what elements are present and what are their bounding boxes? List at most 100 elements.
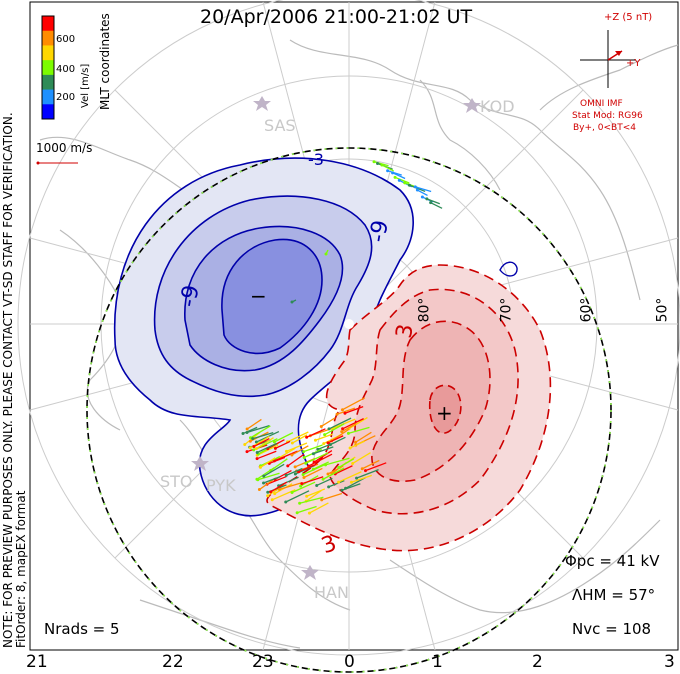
lat-label-70: 70° bbox=[498, 297, 515, 323]
velocity-vector-origin bbox=[328, 443, 332, 447]
velocity-vector bbox=[361, 459, 380, 470]
velocity-vector bbox=[336, 407, 356, 415]
velocity-vector bbox=[342, 418, 364, 430]
velocity-vector bbox=[296, 505, 317, 514]
velocity-vector-origin bbox=[284, 500, 288, 504]
map-title: 20/Apr/2006 21:00-21:02 UT bbox=[200, 6, 473, 28]
mlt-label-23: 23 bbox=[252, 652, 274, 672]
velocity-vector-origin bbox=[245, 427, 249, 431]
velocity-vector-origin bbox=[290, 453, 294, 457]
velocity-vector bbox=[256, 444, 279, 456]
contour-label: 3 bbox=[392, 322, 419, 340]
velocity-vector-origin bbox=[284, 473, 288, 477]
imf-y-label: +Y bbox=[626, 58, 641, 69]
mlt-label-1: 1 bbox=[432, 652, 443, 672]
velocity-vector-origin bbox=[251, 437, 255, 441]
velocity-vector bbox=[334, 465, 353, 475]
velocity-vector-origin bbox=[320, 498, 324, 502]
station-markers bbox=[191, 96, 481, 580]
velocity-vector bbox=[256, 437, 274, 450]
velocity-vector bbox=[257, 472, 280, 481]
colorbar-label: Vel [m/s] bbox=[80, 63, 91, 108]
colorbar-segment bbox=[42, 16, 54, 32]
velocity-vector-origin bbox=[380, 163, 384, 167]
velocity-vector-origin bbox=[293, 465, 297, 469]
colorbar-tick-200: 200 bbox=[56, 92, 76, 103]
velocity-vector-origin bbox=[335, 412, 339, 416]
station-label-pyk: PYK bbox=[206, 476, 236, 495]
velocity-vector-origin bbox=[302, 455, 306, 459]
velocity-vector bbox=[306, 488, 326, 497]
velocity-vector-origin bbox=[326, 472, 330, 476]
velocity-vector-origin bbox=[248, 439, 252, 443]
velocity-vector-origin bbox=[293, 472, 297, 476]
velocity-colorbar bbox=[42, 16, 54, 120]
velocity-vector bbox=[269, 456, 286, 465]
velocity-vector bbox=[285, 467, 303, 476]
station-label-sas: SAS bbox=[264, 116, 296, 135]
velocity-vector-origin bbox=[429, 201, 433, 205]
hm-boundary-latitude: ΛHM = 57° bbox=[572, 586, 656, 604]
velocity-vector-origin bbox=[319, 424, 323, 428]
velocity-vector bbox=[287, 453, 305, 467]
velocity-vector-origin bbox=[248, 446, 252, 450]
velocity-vector-origin bbox=[351, 461, 355, 465]
velocity-vector-origin bbox=[376, 162, 380, 166]
velocity-vector-origin bbox=[284, 449, 288, 453]
velocity-vector-origin bbox=[322, 442, 326, 446]
velocity-vector bbox=[365, 462, 387, 472]
velocity-vector-origin bbox=[256, 478, 260, 482]
velocity-vector bbox=[348, 416, 368, 430]
velocity-vector bbox=[313, 446, 334, 455]
velocity-vector-origin bbox=[349, 480, 353, 484]
velocity-vector bbox=[324, 423, 345, 436]
plot-frame bbox=[29, 1, 679, 651]
velocity-vector bbox=[344, 405, 364, 414]
velocity-vector bbox=[279, 482, 302, 490]
velocity-vector-origin bbox=[266, 494, 270, 498]
velocity-vector bbox=[270, 481, 288, 493]
velocity-vector bbox=[250, 425, 271, 439]
velocity-vector-origin bbox=[290, 441, 294, 445]
velocity-vector bbox=[291, 445, 309, 456]
velocity-vector bbox=[253, 437, 270, 448]
velocity-vector-origin bbox=[304, 461, 308, 465]
colorbar-tick-600: 600 bbox=[56, 34, 76, 45]
contour-labels: -9 -9 -3 3 3 bbox=[176, 150, 419, 559]
velocity-vector-origin bbox=[403, 181, 407, 185]
velocity-vector bbox=[301, 476, 324, 485]
velocity-vector-origin bbox=[258, 465, 262, 469]
velocity-vector bbox=[298, 463, 317, 473]
velocity-vector bbox=[327, 435, 344, 444]
imf-z-label: +Z (5 nT) bbox=[604, 12, 653, 23]
velocity-vector-origin bbox=[302, 450, 306, 454]
cross-polar-potential: Φpc = 41 kV bbox=[565, 552, 660, 570]
station-star-han bbox=[301, 565, 319, 580]
velocity-vector-origin bbox=[266, 490, 270, 494]
velocity-vector-origin bbox=[255, 457, 259, 461]
velocity-vectors bbox=[241, 160, 443, 515]
velocity-vector bbox=[417, 189, 428, 197]
velocity-vector-origin bbox=[372, 160, 376, 164]
mlt-label-21: 21 bbox=[26, 652, 48, 672]
velocity-vector-origin bbox=[407, 183, 411, 187]
radar-count: Nrads = 5 bbox=[44, 620, 120, 638]
velocity-vector bbox=[348, 426, 370, 435]
velocity-vector-origin bbox=[290, 300, 294, 304]
velocity-vector bbox=[356, 469, 379, 479]
velocity-vector bbox=[341, 483, 361, 491]
velocity-vector-origin bbox=[340, 408, 344, 412]
velocity-vector-origin bbox=[425, 197, 429, 201]
velocity-vector bbox=[426, 198, 441, 205]
velocity-vector bbox=[320, 417, 336, 428]
negative-potential-cell bbox=[113, 157, 518, 517]
potential-minimum-marker: − bbox=[250, 284, 267, 308]
velocity-vector bbox=[303, 444, 323, 453]
contour-label: -9 bbox=[176, 283, 204, 309]
velocity-vector bbox=[274, 450, 298, 462]
reference-vector-dot bbox=[36, 161, 40, 165]
imf-condition: By+, 0<BT<4 bbox=[573, 123, 636, 133]
velocity-vector bbox=[381, 164, 394, 172]
velocity-vector-origin bbox=[262, 481, 266, 485]
